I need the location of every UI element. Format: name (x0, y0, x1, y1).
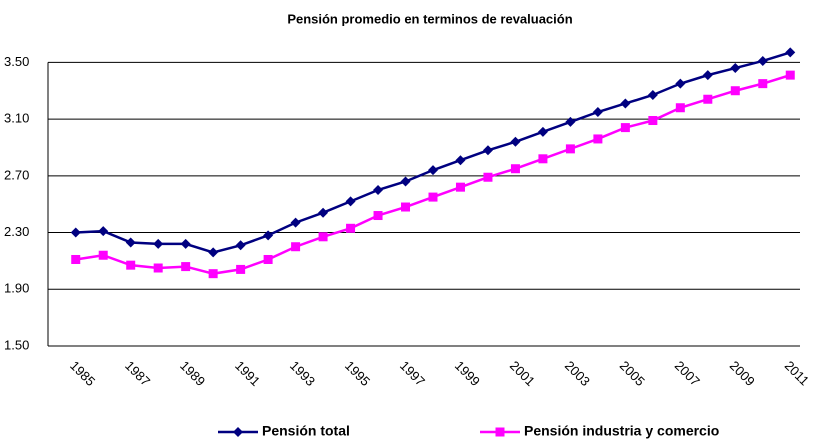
x-tick-label: 1989 (177, 358, 208, 389)
marker (291, 242, 301, 252)
marker (263, 254, 273, 264)
x-tick-label: 1985 (67, 358, 98, 389)
x-tick-label: 2001 (507, 358, 538, 389)
marker (373, 185, 384, 195)
marker (181, 262, 191, 272)
x-tick-label: 2007 (672, 358, 703, 389)
marker (373, 211, 383, 221)
marker (236, 264, 246, 274)
chart-title: Pensión promedio en terminos de revaluac… (287, 11, 572, 26)
marker (345, 196, 356, 207)
marker (290, 217, 301, 228)
marker (648, 116, 658, 126)
marker (235, 240, 246, 251)
legend-label: Pensión industria y comercio (524, 423, 719, 439)
marker (126, 260, 136, 270)
x-tick-label: 2011 (782, 358, 812, 388)
marker (620, 98, 631, 109)
legend-label: Pensión total (262, 423, 350, 439)
marker (483, 172, 493, 182)
marker (785, 70, 795, 80)
x-tick-label: 1995 (342, 358, 373, 389)
y-tick-label: 2.70 (4, 167, 29, 182)
marker (565, 144, 575, 154)
x-tick-label: 1993 (287, 358, 318, 389)
marker (675, 103, 685, 113)
marker (593, 134, 603, 144)
marker (400, 176, 411, 187)
marker (428, 192, 438, 202)
marker (318, 207, 329, 218)
marker (233, 427, 243, 437)
marker (401, 202, 411, 212)
marker (208, 247, 219, 258)
y-tick-label: 3.10 (4, 111, 29, 126)
marker (71, 254, 81, 264)
marker (785, 47, 796, 58)
marker (675, 78, 686, 89)
marker (647, 89, 658, 100)
marker (758, 79, 768, 89)
marker (98, 226, 109, 237)
marker (428, 165, 438, 176)
y-tick-label: 3.50 (4, 54, 29, 69)
marker (318, 232, 328, 242)
marker (757, 55, 768, 66)
marker (510, 136, 521, 147)
marker (263, 230, 274, 241)
marker (455, 155, 466, 166)
y-tick-label: 1.90 (4, 281, 29, 296)
y-tick-label: 2.30 (4, 224, 29, 239)
marker (495, 427, 505, 437)
x-tick-label: 1999 (452, 358, 483, 389)
marker (703, 94, 713, 104)
x-tick-label: 2009 (727, 358, 758, 389)
marker (730, 86, 740, 96)
marker (592, 107, 603, 117)
marker (208, 269, 218, 279)
marker (180, 238, 191, 249)
marker (702, 70, 713, 81)
marker (538, 154, 548, 164)
marker (730, 63, 741, 74)
marker (455, 182, 465, 192)
marker (620, 123, 630, 133)
x-tick-label: 1991 (232, 358, 263, 389)
x-tick-label: 1987 (122, 358, 153, 389)
marker (98, 250, 108, 260)
marker (346, 223, 356, 233)
marker (537, 126, 548, 137)
x-tick-label: 1997 (397, 358, 428, 389)
x-tick-label: 2003 (562, 358, 593, 389)
x-tick-label: 2005 (617, 358, 648, 389)
marker (70, 227, 81, 238)
marker (565, 116, 576, 127)
marker (125, 237, 136, 248)
marker (482, 145, 493, 156)
marker (510, 164, 520, 174)
y-tick-label: 1.50 (4, 337, 29, 352)
marker (153, 263, 163, 273)
marker (153, 238, 164, 249)
